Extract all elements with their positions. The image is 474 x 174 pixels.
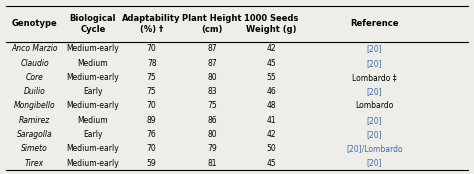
Text: Lombardo: Lombardo (356, 101, 393, 110)
Text: [20]: [20] (367, 116, 382, 125)
Text: Medium: Medium (78, 59, 108, 68)
Text: 86: 86 (207, 116, 217, 125)
Text: [20]: [20] (367, 159, 382, 168)
Text: 87: 87 (207, 44, 217, 53)
Text: 42: 42 (266, 130, 276, 139)
Text: 87: 87 (207, 59, 217, 68)
Text: Simeto: Simeto (21, 144, 48, 153)
Text: Medium-early: Medium-early (66, 159, 119, 168)
Text: Ramirez: Ramirez (19, 116, 50, 125)
Text: 79: 79 (207, 144, 217, 153)
Text: 89: 89 (147, 116, 156, 125)
Text: 1000 Seeds
Weight (g): 1000 Seeds Weight (g) (244, 14, 298, 34)
Text: 42: 42 (266, 44, 276, 53)
Text: [20]: [20] (367, 130, 382, 139)
Text: [20]: [20] (367, 87, 382, 96)
Text: Anco Marzio: Anco Marzio (11, 44, 58, 53)
Text: Core: Core (26, 73, 44, 82)
Text: Medium-early: Medium-early (66, 73, 119, 82)
Text: 83: 83 (207, 87, 217, 96)
Text: Medium-early: Medium-early (66, 144, 119, 153)
Text: [20]: [20] (367, 59, 382, 68)
Text: 75: 75 (207, 101, 217, 110)
Text: Biological
Cycle: Biological Cycle (70, 14, 116, 34)
Text: 45: 45 (266, 159, 276, 168)
Text: 59: 59 (147, 159, 156, 168)
Text: 70: 70 (147, 144, 156, 153)
Text: 75: 75 (147, 87, 156, 96)
Text: Reference: Reference (350, 19, 399, 28)
Text: 76: 76 (147, 130, 156, 139)
Text: Medium: Medium (78, 116, 108, 125)
Text: Saragolla: Saragolla (17, 130, 53, 139)
Text: [20]: [20] (367, 44, 382, 53)
Text: [20]/Lombardo: [20]/Lombardo (346, 144, 403, 153)
Text: Mongibello: Mongibello (14, 101, 55, 110)
Text: Plant Height
(cm): Plant Height (cm) (182, 14, 242, 34)
Text: 41: 41 (266, 116, 276, 125)
Text: Duilio: Duilio (24, 87, 46, 96)
Text: 45: 45 (266, 59, 276, 68)
Text: Early: Early (83, 130, 103, 139)
Text: Early: Early (83, 87, 103, 96)
Text: Lombardo ‡: Lombardo ‡ (352, 73, 397, 82)
Text: 46: 46 (266, 87, 276, 96)
Text: 70: 70 (147, 44, 156, 53)
Text: 50: 50 (266, 144, 276, 153)
Text: 80: 80 (207, 73, 217, 82)
Text: Genotype: Genotype (12, 19, 57, 28)
Text: Medium-early: Medium-early (66, 101, 119, 110)
Text: 48: 48 (266, 101, 276, 110)
Text: 80: 80 (207, 130, 217, 139)
Text: Adaptability
(%) †: Adaptability (%) † (122, 14, 181, 34)
Text: 70: 70 (147, 101, 156, 110)
Text: 81: 81 (207, 159, 217, 168)
Text: 55: 55 (266, 73, 276, 82)
Text: 78: 78 (147, 59, 156, 68)
Text: Medium-early: Medium-early (66, 44, 119, 53)
Text: 75: 75 (147, 73, 156, 82)
Text: Claudio: Claudio (20, 59, 49, 68)
Text: Tirex: Tirex (25, 159, 44, 168)
